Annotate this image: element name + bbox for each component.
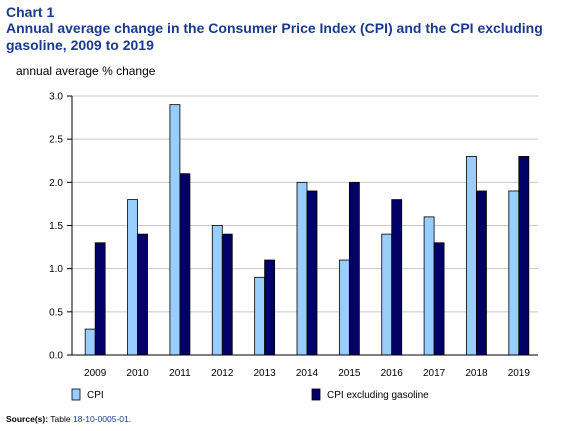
chart-label: Chart 1 — [6, 4, 55, 20]
y-axis-label: annual average % change — [16, 64, 156, 78]
legend-label: CPI — [87, 390, 104, 401]
x-tick-label: 2018 — [465, 368, 488, 379]
bar-cpi — [254, 276, 266, 356]
x-tick-label: 2017 — [423, 368, 446, 379]
x-tick-label: 2012 — [211, 368, 234, 379]
y-tick-label: 2.5 — [49, 135, 63, 146]
bar-cpi — [211, 225, 223, 356]
bar-cpi-excluding-gasoline — [433, 242, 445, 356]
x-tick-label: 2016 — [381, 368, 404, 379]
legend-label: CPI excluding gasoline — [327, 390, 429, 401]
bar-cpi — [381, 233, 393, 356]
source-suffix: . — [128, 414, 132, 424]
x-tick-label: 2015 — [338, 368, 361, 379]
bar-cpi — [169, 104, 181, 356]
bar-cpi-excluding-gasoline — [94, 242, 106, 356]
y-tick-label: 0.0 — [49, 351, 63, 362]
bar-cpi-excluding-gasoline — [518, 156, 530, 356]
bar-cpi-excluding-gasoline — [137, 233, 148, 356]
bar-cpi-excluding-gasoline — [306, 190, 318, 356]
legend: CPI CPI excluding gasoline — [71, 388, 429, 401]
y-tick-label: 3.0 — [49, 92, 63, 103]
source-note: Source(s): Table 18-10-0005-01. — [6, 414, 131, 424]
bar-cpi — [84, 328, 96, 356]
x-tick-label: 2013 — [254, 368, 277, 379]
bar-cpi-excluding-gasoline — [391, 199, 403, 356]
bar-cpi-excluding-gasoline — [179, 173, 191, 356]
bar-cpi — [423, 216, 435, 356]
bar-cpi-excluding-gasoline — [476, 190, 487, 356]
x-tick-label: 2014 — [296, 368, 319, 379]
chart-title: Annual average change in the Consumer Pr… — [6, 20, 543, 53]
legend-swatch — [311, 388, 321, 401]
bar-cpi-excluding-gasoline — [264, 259, 276, 356]
bar-cpi-excluding-gasoline — [348, 181, 360, 356]
source-prefix: Table — [50, 414, 71, 424]
bar-cpi — [296, 181, 308, 356]
y-tick-label: 0.5 — [49, 307, 63, 318]
bar-cpi — [508, 190, 520, 356]
bar-cpi — [127, 199, 138, 356]
bar-cpi — [338, 259, 350, 356]
legend-swatch — [71, 388, 81, 401]
bar-cpi — [466, 156, 477, 356]
x-tick-label: 2011 — [169, 368, 191, 379]
x-tick-label: 2009 — [84, 368, 107, 379]
x-tick-label: 2010 — [126, 368, 149, 379]
y-tick-label: 1.5 — [49, 221, 63, 232]
y-tick-label: 2.0 — [49, 178, 63, 189]
bar-cpi-excluding-gasoline — [221, 233, 233, 356]
x-tick-label: 2019 — [508, 368, 531, 379]
source-label: Source(s): — [6, 414, 49, 424]
source-table-link[interactable]: 18-10-0005-01 — [72, 414, 129, 424]
axis-layer: 0.0 0.5 1.0 1.5 2.0 2.5 3.0 2009 2010 2011 2012 201… — [49, 92, 538, 379]
bar-layer — [84, 104, 530, 356]
y-tick-label: 1.0 — [49, 264, 63, 275]
